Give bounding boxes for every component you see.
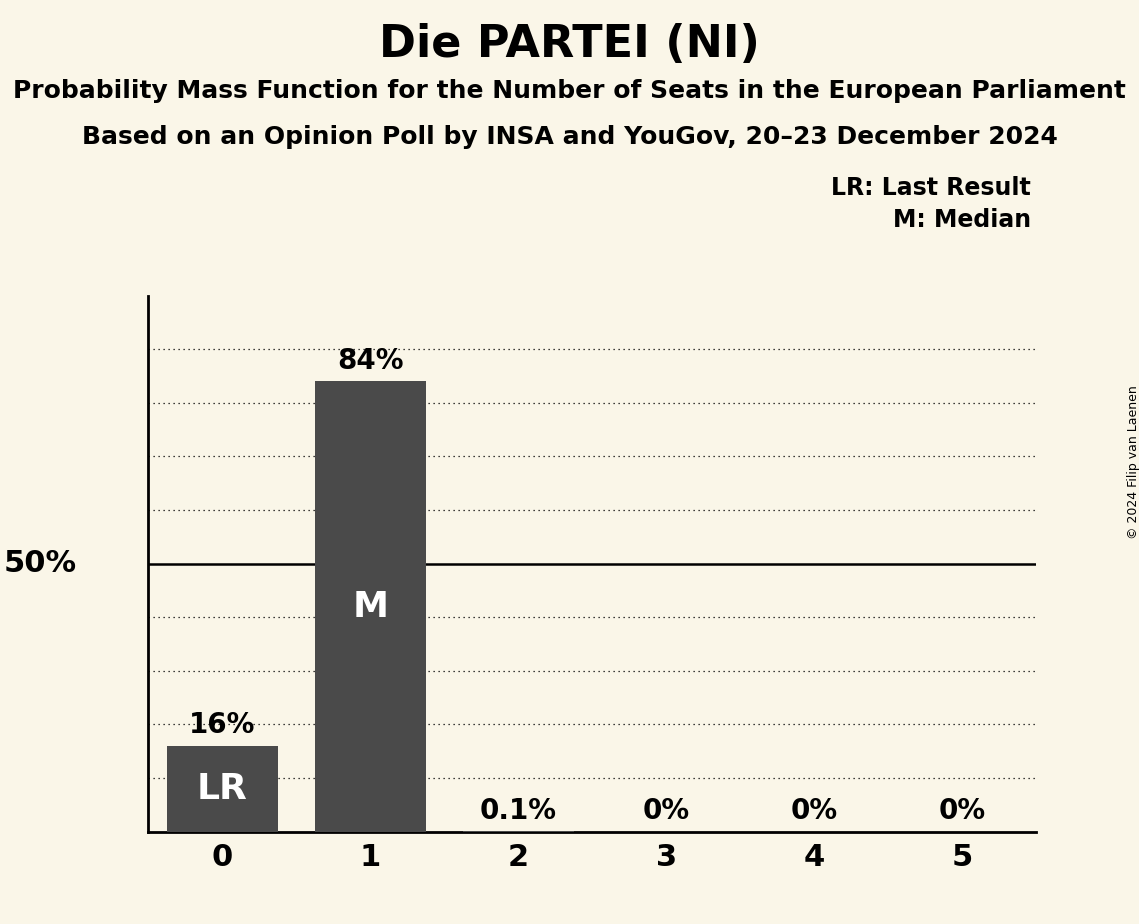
Text: 16%: 16% bbox=[189, 711, 255, 739]
Text: Die PARTEI (NI): Die PARTEI (NI) bbox=[379, 23, 760, 67]
Text: 0.1%: 0.1% bbox=[480, 797, 557, 825]
Text: 0%: 0% bbox=[939, 797, 986, 825]
Bar bbox=[166, 746, 278, 832]
Text: 50%: 50% bbox=[3, 549, 77, 578]
Text: Based on an Opinion Poll by INSA and YouGov, 20–23 December 2024: Based on an Opinion Poll by INSA and You… bbox=[82, 125, 1057, 149]
Bar bbox=[314, 382, 426, 832]
Text: 84%: 84% bbox=[337, 347, 403, 375]
Text: M: Median: M: Median bbox=[893, 208, 1031, 232]
Text: LR: Last Result: LR: Last Result bbox=[831, 176, 1031, 200]
Text: © 2024 Filip van Laenen: © 2024 Filip van Laenen bbox=[1126, 385, 1139, 539]
Text: Probability Mass Function for the Number of Seats in the European Parliament: Probability Mass Function for the Number… bbox=[13, 79, 1126, 103]
Text: 0%: 0% bbox=[642, 797, 690, 825]
Text: 0%: 0% bbox=[790, 797, 838, 825]
Text: LR: LR bbox=[197, 772, 247, 806]
Text: M: M bbox=[352, 590, 388, 624]
